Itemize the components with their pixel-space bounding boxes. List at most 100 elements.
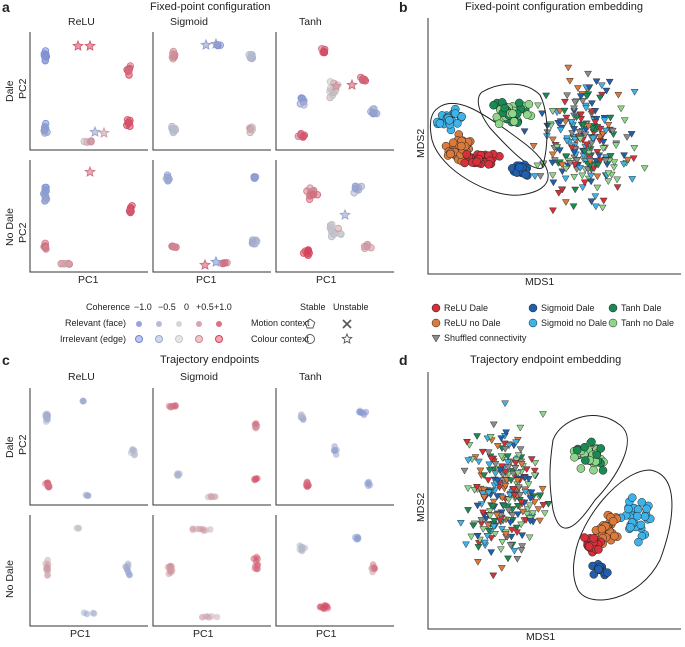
d-xlabel: MDS1 — [526, 631, 556, 643]
b-shuffled-triangle — [558, 168, 567, 176]
b-ylabel: MDS2 — [415, 128, 427, 158]
b-shuffled-triangle — [536, 173, 545, 180]
b-shuffled-triangle — [580, 179, 589, 187]
d-shuffled-triangle — [491, 531, 500, 538]
a-unstable-marker-9 — [199, 258, 211, 270]
d-shuffled-triangle — [511, 460, 520, 467]
legend-relevant-swatch-0 — [136, 321, 142, 327]
b-shuffled-triangle — [599, 197, 608, 205]
b-shuffled-triangle — [564, 64, 573, 72]
c-scatter-1-point — [252, 420, 260, 427]
b-shuffled-triangle — [596, 94, 604, 102]
b-shuffled-triangle — [620, 152, 629, 160]
a-ylabel-top: PC2 — [17, 78, 29, 99]
c-scatter-1-point — [251, 475, 258, 483]
axis-frame-7 — [152, 388, 271, 506]
a-scatter-2-point — [371, 109, 379, 117]
axis-frame-13 — [427, 372, 681, 630]
b-shuffled-triangle — [600, 117, 609, 125]
b-sigmoid-dale-point — [515, 163, 524, 172]
a-scatter-5-point — [304, 246, 312, 254]
c-scatter-4-point — [250, 555, 258, 562]
b-shuffled-triangle — [549, 207, 557, 215]
d-shuffled-triangle — [460, 467, 469, 475]
b-shuffled-triangle — [599, 145, 608, 153]
a-scatter-4-point — [221, 259, 229, 267]
c-scatter-0-point — [131, 451, 138, 459]
d-tanh-point — [580, 442, 589, 452]
d-shuffled-triangle — [504, 464, 513, 472]
d-shuffled-triangle — [467, 533, 476, 541]
a-scatter-1-point — [169, 128, 177, 137]
b-shuffled-triangle — [562, 153, 571, 161]
b-shuffled-triangle — [563, 138, 571, 145]
c-scatter-2-point — [303, 478, 311, 486]
d-shuffled-triangle — [489, 421, 498, 429]
b-shuffled-triangle — [538, 110, 547, 118]
a-col-tanh: Tanh — [299, 16, 322, 28]
b-shuffled-triangle — [562, 114, 571, 122]
d-shuffled-triangle — [510, 492, 519, 499]
axis-frame-4 — [152, 160, 271, 273]
d-shuffled-triangle — [473, 433, 482, 440]
c-scatter-2-point — [356, 408, 363, 416]
b-shuffled-triangle — [561, 175, 570, 183]
d-shuffled-triangle — [530, 472, 539, 480]
b-shuffled-triangle — [581, 131, 590, 139]
legend-colour-label: Colour context — [251, 334, 310, 344]
d-tanh-point — [587, 437, 596, 447]
b-tanh-point — [489, 100, 498, 110]
d-shuffled-triangle — [498, 463, 506, 471]
b-tanh-point — [524, 99, 534, 109]
b-shuffled-triangle — [640, 165, 649, 173]
axis-frame-11 — [275, 515, 394, 627]
a-scatter-2-point — [299, 133, 307, 141]
d-shuffled-triangle — [517, 547, 526, 554]
legend-b-swatch-2 — [608, 303, 618, 313]
b-shuffled-triangle — [570, 173, 579, 181]
b-xlabel: MDS1 — [525, 276, 555, 288]
d-shuffled-triangle — [507, 526, 516, 534]
panel-b-title: Fixed-point configuration embedding — [465, 1, 643, 13]
d-tanh-point — [592, 450, 602, 460]
d-shuffled-triangle — [526, 495, 535, 502]
d-shuffled-triangle — [485, 461, 494, 469]
b-shuffled-triangle — [531, 173, 539, 180]
b-shuffled-triangle — [573, 85, 582, 92]
axis-frame-0 — [29, 32, 148, 151]
a-row-dale: Dale — [4, 80, 16, 102]
b-shuffled-triangle — [585, 149, 593, 157]
b-tanh-point — [509, 117, 519, 126]
a-scatter-2-point — [320, 47, 328, 56]
panel-label-a: a — [2, 0, 10, 15]
d-shuffled-triangle — [501, 400, 510, 408]
c-scatter-3-point — [83, 610, 91, 618]
legend-b-swatch-6 — [431, 334, 441, 343]
b-shuffled-triangle — [548, 151, 557, 159]
d-shuffled-triangle — [456, 520, 465, 527]
axis-frame-9 — [29, 515, 148, 627]
d-shuffled-triangle — [486, 433, 495, 441]
d-shuffled-triangle — [483, 533, 492, 540]
b-tanh-point — [508, 109, 517, 118]
b-shuffled-triangle — [570, 136, 579, 144]
legend-irrelevant-swatch-2 — [175, 335, 183, 343]
a-scatter-4-point — [251, 173, 260, 181]
b-hull-relu-sigmoid — [429, 102, 549, 196]
axis-frame-10 — [152, 515, 271, 627]
d-shuffled-triangle — [525, 502, 534, 510]
b-shuffled-triangle — [608, 127, 617, 135]
d-shuffled-triangle — [535, 517, 544, 525]
d-relu-nodale-point — [608, 516, 618, 526]
d-shuffled-triangle — [506, 519, 515, 527]
a-unstable-marker-11 — [84, 165, 96, 177]
a-scatter-0-point — [41, 56, 49, 65]
a-unstable-marker-8 — [339, 208, 351, 220]
d-shuffled-triangle — [484, 477, 493, 484]
d-shuffled-triangle — [489, 503, 497, 510]
d-shuffled-triangle — [487, 455, 496, 463]
axis-frame-1 — [152, 32, 271, 151]
d-shuffled-triangle — [516, 446, 525, 454]
c-col-sigmoid: Sigmoid — [180, 371, 218, 383]
